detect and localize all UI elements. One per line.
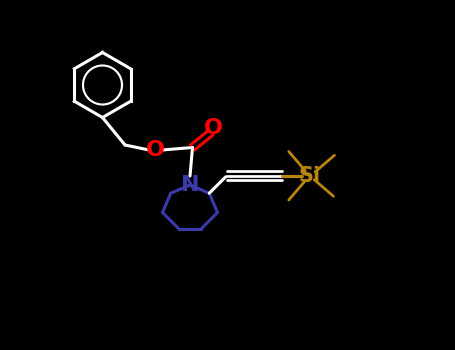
Text: O: O [146, 140, 165, 160]
Text: N: N [181, 175, 199, 195]
Text: Si: Si [298, 166, 320, 186]
Text: O: O [204, 119, 223, 139]
